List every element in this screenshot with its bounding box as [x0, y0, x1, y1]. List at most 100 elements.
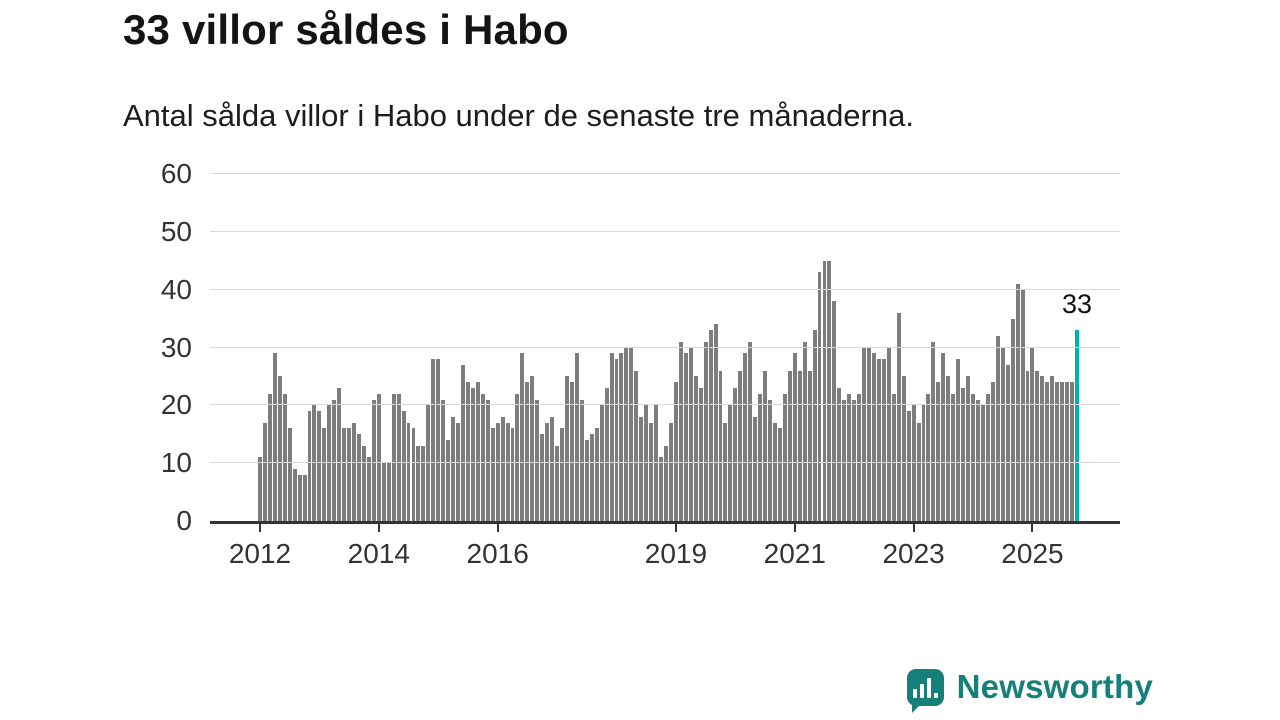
- x-tick-label: 2021: [763, 538, 826, 569]
- bar: [465, 382, 470, 521]
- bar: [1055, 382, 1060, 521]
- bar: [753, 416, 758, 521]
- bar: [941, 353, 946, 521]
- bar: [659, 457, 664, 521]
- bar: [520, 353, 525, 521]
- bar: [931, 341, 936, 521]
- y-axis: 0 10 20 30 40 50 60: [108, 158, 192, 536]
- bar: [441, 399, 446, 521]
- bar: [366, 457, 371, 521]
- bar: [664, 445, 668, 521]
- bar: [1045, 382, 1050, 521]
- y-tick-label: 0: [176, 505, 192, 536]
- bar: [322, 428, 327, 521]
- bar: [693, 376, 698, 521]
- bar: [961, 387, 966, 521]
- bar: [713, 324, 718, 521]
- bar: [629, 347, 634, 521]
- bar: [891, 393, 896, 521]
- bar: [644, 405, 649, 521]
- gridline: [210, 346, 1120, 348]
- bar: [327, 405, 332, 521]
- bar: [624, 347, 629, 521]
- bar: [569, 382, 574, 521]
- bar: [431, 359, 436, 521]
- bar: [896, 312, 901, 521]
- bar: [347, 428, 352, 521]
- bar: [976, 399, 980, 521]
- bar: [371, 399, 376, 521]
- bar: [688, 347, 693, 521]
- bar: [872, 353, 876, 521]
- bar: [1040, 376, 1045, 521]
- bar: [456, 422, 460, 521]
- logo-dot: [933, 692, 938, 698]
- bar: [1000, 347, 1005, 521]
- x-axis: 2012 2014 2016 2019 2021 2023 2025: [210, 538, 1120, 578]
- bar: [758, 393, 763, 521]
- bar: [535, 399, 540, 521]
- bar: [797, 370, 802, 521]
- bar: [406, 422, 411, 521]
- bar: [723, 422, 728, 521]
- bar: [545, 422, 550, 521]
- bar: [678, 341, 683, 521]
- bar: [416, 445, 421, 521]
- bar: [1015, 283, 1020, 521]
- bar: [956, 359, 961, 521]
- x-tick-mark: [912, 524, 915, 532]
- bar: [312, 405, 317, 521]
- bar: [1050, 376, 1055, 521]
- bar: [921, 405, 926, 521]
- bar: [297, 474, 302, 521]
- logo-speech-tail: [911, 703, 921, 713]
- bar: [579, 399, 584, 521]
- bar: [654, 405, 659, 521]
- gridline: [210, 462, 1120, 464]
- x-tick-label: 2012: [228, 538, 292, 569]
- bar: [396, 393, 401, 521]
- bar: [832, 301, 837, 521]
- bar: [673, 382, 678, 521]
- bar: [267, 393, 272, 521]
- bar: [391, 393, 396, 521]
- y-tick-label: 30: [160, 331, 192, 363]
- bar: [436, 359, 441, 521]
- bar: [817, 272, 822, 521]
- bar: [1030, 347, 1035, 521]
- bar: [1035, 370, 1040, 521]
- bar: [505, 422, 510, 521]
- bar: [639, 416, 644, 521]
- bar: [401, 411, 406, 521]
- bar: [703, 341, 708, 521]
- bar: [966, 376, 971, 521]
- bar: [733, 387, 738, 521]
- gridline: [210, 288, 1120, 290]
- bar: [510, 428, 515, 521]
- bar: [911, 405, 916, 521]
- bar: [777, 428, 782, 521]
- bar: [728, 405, 733, 521]
- bar: [470, 387, 475, 521]
- bar: [926, 393, 931, 521]
- x-tick-mark: [258, 524, 261, 532]
- bar: [847, 393, 852, 521]
- y-tick-label: 50: [160, 215, 192, 247]
- bar: [1060, 382, 1065, 521]
- bar: [530, 376, 535, 521]
- plot-area: 33: [210, 173, 1120, 532]
- bar: [971, 393, 975, 521]
- bar: [411, 428, 416, 521]
- bar: [426, 405, 431, 521]
- bar: [540, 434, 545, 521]
- bar: [495, 422, 500, 521]
- bar: [480, 393, 485, 521]
- bar: [886, 347, 891, 521]
- bar: [807, 370, 812, 521]
- bar: [560, 428, 564, 521]
- y-tick-label: 40: [160, 273, 192, 305]
- bar: [787, 370, 792, 521]
- bar: [485, 399, 490, 521]
- bar: [277, 376, 282, 521]
- bar: [361, 445, 366, 521]
